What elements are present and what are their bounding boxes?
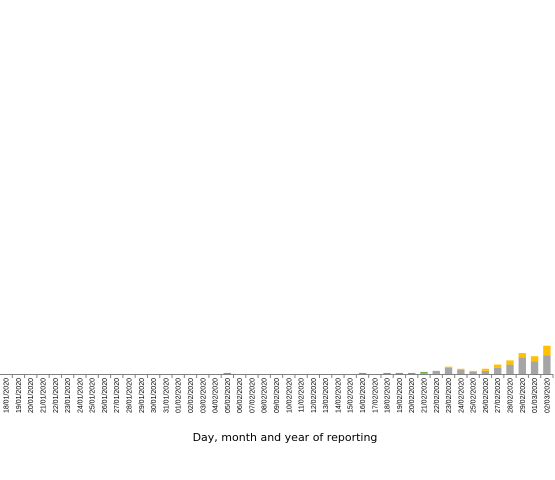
x-tick-label: 18/01/2020 — [4, 378, 11, 413]
bar-segment — [420, 372, 428, 374]
x-tick-label: 19/01/2020 — [16, 378, 23, 413]
bar-segment — [223, 372, 232, 374]
x-tick-label: 27/02/2020 — [495, 378, 502, 413]
bar-segment — [506, 360, 514, 365]
x-tick-label: 26/01/2020 — [102, 378, 109, 413]
x-tick-label: 29/02/2020 — [520, 378, 527, 413]
bar-segment — [395, 372, 404, 374]
bar-segment — [494, 367, 502, 374]
x-tick-label: 05/02/2020 — [225, 378, 232, 413]
bar-segment — [530, 361, 539, 374]
bar-segment — [457, 368, 465, 370]
bar-segment — [407, 372, 416, 374]
x-tick-label: 01/02/2020 — [176, 378, 183, 413]
bar-segment — [481, 370, 490, 374]
x-tick-label: 25/02/2020 — [471, 378, 478, 413]
x-tick-label: 28/02/2020 — [507, 378, 514, 413]
x-tick-label: 14/02/2020 — [335, 378, 342, 413]
bars-layer — [223, 345, 551, 374]
x-tick-label: 25/01/2020 — [90, 378, 97, 413]
x-tick-label: 08/02/2020 — [262, 378, 269, 413]
x-tick-label: 23/02/2020 — [446, 378, 453, 413]
x-tick-label: 13/02/2020 — [323, 378, 330, 413]
bar-segment — [494, 364, 502, 368]
x-tick-label: 21/02/2020 — [421, 378, 428, 413]
x-tick-label: 16/02/2020 — [360, 378, 367, 413]
x-tick-label: 27/01/2020 — [114, 378, 121, 413]
x-tick-label: 20/02/2020 — [409, 378, 416, 413]
bar-segment — [358, 372, 367, 374]
bar-segment — [518, 357, 526, 374]
x-tick-label: 23/01/2020 — [65, 378, 72, 413]
x-tick-label: 03/02/2020 — [200, 378, 207, 413]
x-ticks-layer — [11, 374, 554, 378]
bar-segment — [444, 367, 453, 374]
x-tick-label: 11/02/2020 — [299, 378, 306, 413]
x-tick-label: 07/02/2020 — [249, 378, 256, 413]
x-tick-label: 01/03/2020 — [532, 378, 539, 413]
x-axis-title: Day, month and year of reporting — [193, 431, 378, 444]
x-tick-label: 02/02/2020 — [188, 378, 195, 413]
x-tick-label: 30/01/2020 — [151, 378, 158, 413]
x-tick-label: 06/02/2020 — [237, 378, 244, 413]
x-tick-label: 20/01/2020 — [28, 378, 35, 413]
x-tick-label: 10/02/2020 — [286, 378, 293, 413]
x-tick-label: 22/02/2020 — [434, 378, 441, 413]
bar-segment — [543, 345, 551, 356]
x-tick-label: 26/02/2020 — [483, 378, 490, 413]
bar-segment — [444, 366, 453, 368]
bar-segment — [420, 371, 428, 373]
x-tick-label: 02/03/2020 — [544, 378, 551, 413]
bar-segment — [457, 369, 465, 374]
x-tick-label: 09/02/2020 — [274, 378, 281, 413]
bar-segment — [481, 368, 490, 371]
x-tick-label: 28/01/2020 — [127, 378, 134, 413]
x-tick-label: 15/02/2020 — [348, 378, 355, 413]
bar-segment — [383, 372, 391, 374]
x-tick-label: 12/02/2020 — [311, 378, 318, 413]
x-tick-label: 29/01/2020 — [139, 378, 146, 413]
bar-segment — [469, 371, 477, 374]
x-tick-label: 21/01/2020 — [41, 378, 48, 413]
bar-segment — [543, 355, 551, 374]
bar-segment — [506, 364, 514, 374]
x-tick-label: 22/01/2020 — [53, 378, 60, 413]
x-tick-labels-layer: 18/01/2020 19/01/2020 20/01/2020 21/01/2020… — [4, 378, 552, 413]
bar-segment — [530, 356, 539, 362]
bar-segment — [469, 370, 477, 372]
x-tick-label: 04/02/2020 — [213, 378, 220, 413]
bar-segment — [518, 353, 526, 358]
x-tick-label: 24/01/2020 — [77, 378, 84, 413]
x-tick-label: 24/02/2020 — [458, 378, 465, 413]
bar-segment — [432, 370, 440, 374]
x-tick-label: 17/02/2020 — [372, 378, 379, 413]
x-tick-label: 19/02/2020 — [397, 378, 404, 413]
x-tick-label: 31/01/2020 — [163, 378, 170, 413]
x-tick-label: 18/02/2020 — [385, 378, 392, 413]
